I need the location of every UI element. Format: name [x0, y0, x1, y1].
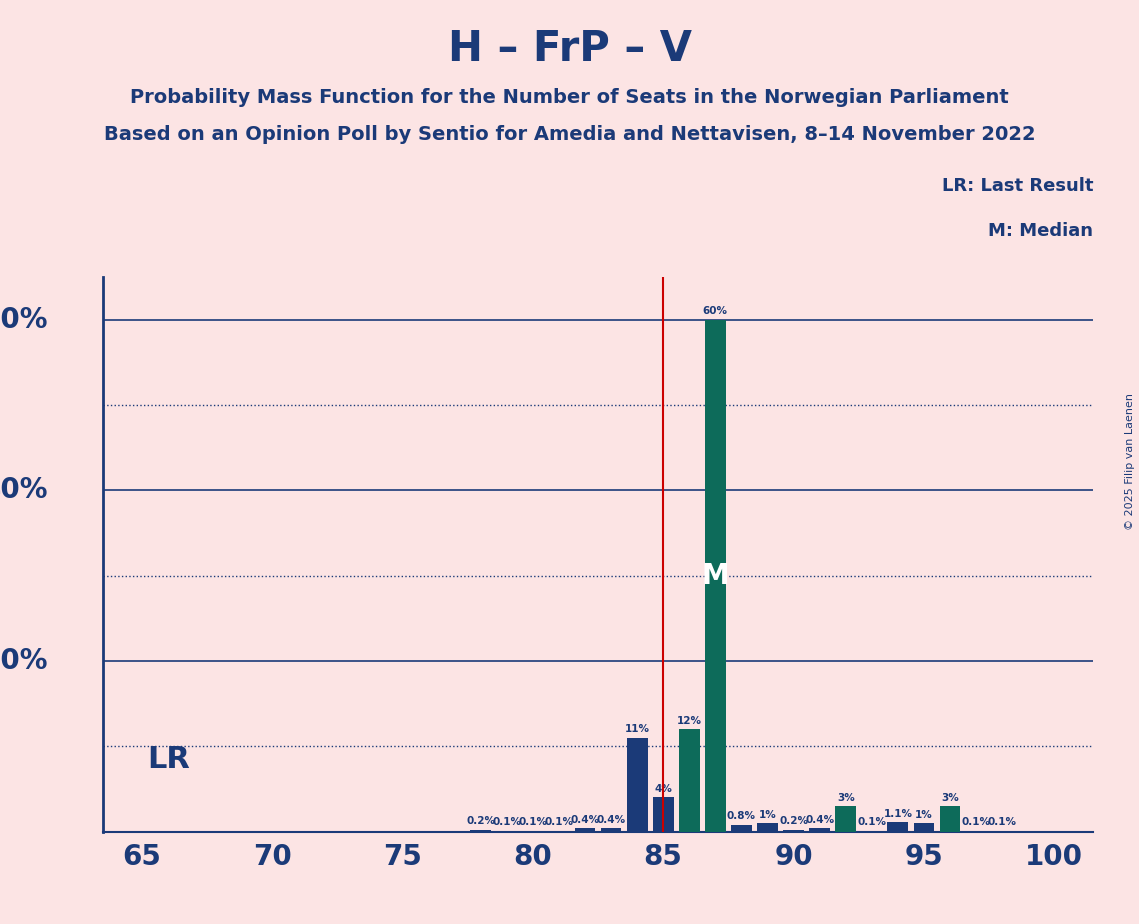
- Bar: [835, 806, 857, 832]
- Text: 1%: 1%: [759, 809, 777, 820]
- Text: H – FrP – V: H – FrP – V: [448, 28, 691, 69]
- Text: 0.4%: 0.4%: [597, 815, 625, 825]
- Bar: [679, 729, 699, 832]
- Text: 12%: 12%: [677, 716, 702, 726]
- Bar: [940, 806, 960, 832]
- Bar: [600, 828, 622, 832]
- Bar: [705, 320, 726, 832]
- Text: 3%: 3%: [941, 793, 959, 803]
- Text: LR: LR: [147, 745, 190, 773]
- Text: 20%: 20%: [0, 647, 48, 675]
- Text: M: M: [702, 562, 729, 590]
- Text: M: Median: M: Median: [989, 222, 1093, 239]
- Bar: [887, 822, 908, 832]
- Text: 0.4%: 0.4%: [805, 815, 834, 825]
- Text: LR: Last Result: LR: Last Result: [942, 177, 1093, 195]
- Text: 4%: 4%: [654, 784, 672, 794]
- Text: 60%: 60%: [703, 307, 728, 316]
- Text: Based on an Opinion Poll by Sentio for Amedia and Nettavisen, 8–14 November 2022: Based on an Opinion Poll by Sentio for A…: [104, 125, 1035, 144]
- Text: 3%: 3%: [837, 793, 854, 803]
- Text: Probability Mass Function for the Number of Seats in the Norwegian Parliament: Probability Mass Function for the Number…: [130, 88, 1009, 107]
- Bar: [653, 797, 673, 832]
- Bar: [757, 823, 778, 832]
- Text: 0.1%: 0.1%: [518, 818, 547, 827]
- Text: 0.2%: 0.2%: [466, 817, 495, 826]
- Text: 0.8%: 0.8%: [727, 811, 756, 821]
- Text: 0.2%: 0.2%: [779, 817, 808, 826]
- Text: © 2025 Filip van Laenen: © 2025 Filip van Laenen: [1125, 394, 1134, 530]
- Text: 0.1%: 0.1%: [544, 818, 573, 827]
- Bar: [731, 825, 752, 832]
- Text: 1%: 1%: [915, 809, 933, 820]
- Text: 60%: 60%: [0, 306, 48, 334]
- Text: 0.4%: 0.4%: [571, 815, 599, 825]
- Text: 40%: 40%: [0, 477, 48, 505]
- Bar: [470, 830, 491, 832]
- Text: 0.1%: 0.1%: [988, 818, 1017, 827]
- Text: 11%: 11%: [624, 724, 649, 735]
- Text: 0.1%: 0.1%: [961, 818, 991, 827]
- Bar: [913, 823, 934, 832]
- Text: 1.1%: 1.1%: [884, 808, 912, 819]
- Bar: [809, 828, 830, 832]
- Bar: [784, 830, 804, 832]
- Text: 0.1%: 0.1%: [492, 818, 522, 827]
- Bar: [574, 828, 596, 832]
- Bar: [626, 737, 647, 832]
- Text: 0.1%: 0.1%: [858, 818, 886, 827]
